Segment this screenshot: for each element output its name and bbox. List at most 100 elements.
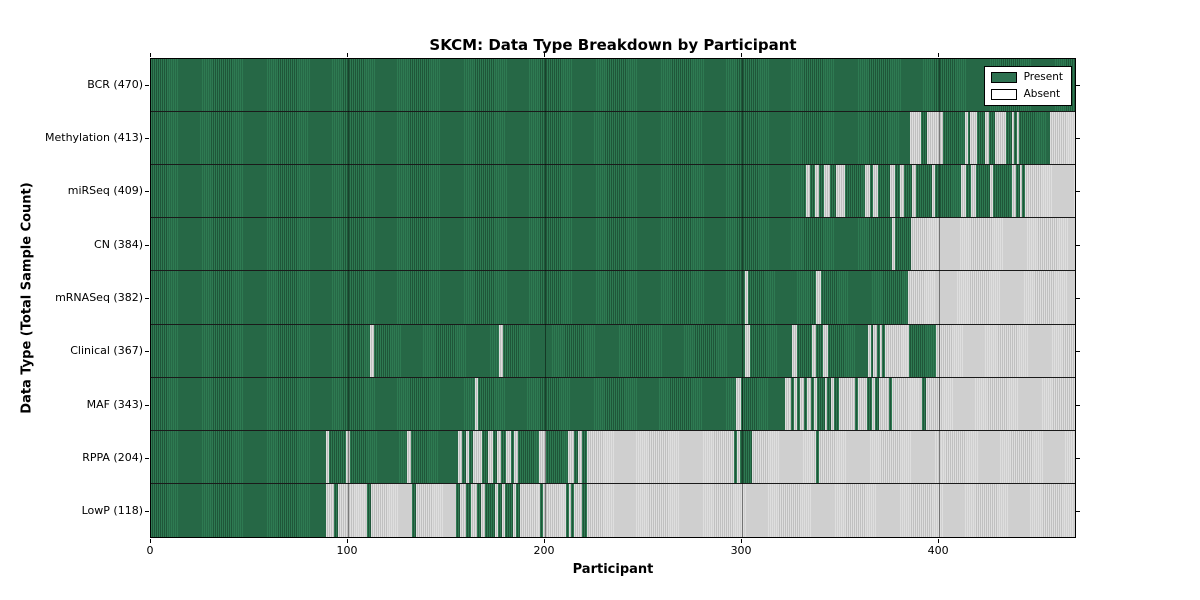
present-segment	[1021, 165, 1025, 218]
absent-segment	[811, 324, 817, 377]
present-segment	[493, 430, 497, 483]
present-segment	[866, 377, 872, 430]
absent-segment	[1019, 165, 1022, 218]
y-tick-mark	[1076, 84, 1080, 86]
present-segment	[151, 430, 326, 483]
x-tick-label-0: 0	[146, 544, 154, 557]
absent-segment	[970, 165, 976, 218]
present-segment	[565, 483, 569, 537]
present-segment	[989, 112, 996, 165]
y-tick-label-BCR: BCR (470)	[87, 77, 143, 91]
x-tick-mark	[150, 539, 151, 543]
present-segment	[967, 112, 970, 165]
present-segment	[573, 430, 578, 483]
present-segment	[889, 377, 893, 430]
present-segment	[809, 165, 815, 218]
present-segment	[935, 165, 961, 218]
absent-segment	[831, 377, 835, 430]
absent-segment	[406, 430, 412, 483]
present-segment	[854, 377, 858, 430]
absent-segment	[813, 377, 818, 430]
present-segment	[151, 324, 371, 377]
absent-segment	[497, 430, 501, 483]
present-segment	[834, 377, 840, 430]
absent-segment	[964, 112, 968, 165]
present-segment	[151, 377, 476, 430]
absent-segment	[984, 112, 990, 165]
y-tick-mark	[145, 191, 149, 193]
x-tick-mark	[347, 53, 349, 57]
y-tick-label-RPPA: RPPA (204)	[82, 451, 143, 464]
present-segment	[570, 483, 574, 537]
present-segment	[510, 430, 514, 483]
absent-segment	[819, 430, 1075, 483]
present-segment	[895, 165, 901, 218]
present-segment	[517, 430, 540, 483]
y-tick-mark	[1076, 351, 1080, 353]
present-segment	[1014, 112, 1017, 165]
present-segment	[540, 483, 544, 537]
legend-present-swatch	[990, 72, 1017, 83]
present-segment	[739, 430, 752, 483]
present-segment	[1018, 112, 1051, 165]
present-segment	[870, 324, 874, 377]
present-segment	[515, 483, 520, 537]
y-tick-mark	[1076, 138, 1080, 139]
present-segment	[965, 165, 971, 218]
present-segment	[733, 430, 737, 483]
y-tick-mark	[1076, 244, 1080, 246]
absent-segment	[824, 165, 831, 218]
data-row-LowP	[151, 483, 1075, 537]
present-segment	[349, 430, 407, 483]
absent-segment	[910, 218, 1075, 271]
present-segment	[920, 112, 927, 165]
absent-segment	[587, 483, 1075, 537]
gridline-200	[545, 59, 547, 537]
absent-segment	[577, 430, 582, 483]
absent-segment	[471, 483, 478, 537]
present-segment	[943, 112, 965, 165]
absent-segment	[475, 377, 479, 430]
absent-segment	[839, 377, 855, 430]
absent-segment	[907, 271, 1075, 324]
legend-item-present: Present	[990, 72, 1063, 83]
absent-segment	[1017, 112, 1019, 165]
present-segment	[151, 165, 806, 218]
present-segment	[328, 430, 346, 483]
data-row-RPPA	[151, 430, 1075, 484]
x-tick-mark	[938, 539, 940, 543]
absent-segment	[325, 483, 334, 537]
chart-title: SKCM: Data Type Breakdown by Participant	[429, 36, 797, 54]
y-tick-mark	[145, 458, 149, 459]
data-row-BCR	[151, 59, 1075, 113]
y-tick-mark	[145, 244, 149, 246]
present-segment	[502, 324, 745, 377]
x-tick-mark	[347, 539, 349, 543]
absent-segment	[370, 324, 375, 377]
y-tick-label-LowP: LowP (118)	[81, 504, 143, 518]
y-tick-label-CN: CN (384)	[94, 237, 143, 251]
present-segment	[895, 218, 911, 271]
data-row-Methylation	[151, 112, 1075, 166]
absent-segment	[871, 377, 876, 430]
absent-segment	[823, 324, 829, 377]
absent-segment	[836, 165, 845, 218]
present-segment	[903, 165, 912, 218]
present-segment	[993, 165, 1013, 218]
y-tick-label-Methylation: Methylation (413)	[45, 131, 143, 144]
present-segment	[500, 430, 506, 483]
present-segment	[465, 483, 472, 537]
data-row-miRSeq	[151, 165, 1075, 219]
absent-segment	[519, 483, 541, 537]
absent-segment	[568, 483, 571, 537]
present-segment	[790, 377, 794, 430]
absent-segment	[495, 483, 498, 537]
x-tick-label-100: 100	[336, 544, 358, 557]
absent-segment	[345, 430, 350, 483]
absent-segment	[995, 112, 1007, 165]
present-segment	[796, 324, 812, 377]
present-segment	[869, 165, 874, 218]
absent-segment	[573, 483, 582, 537]
absent-segment	[873, 324, 878, 377]
absent-segment	[459, 483, 466, 537]
